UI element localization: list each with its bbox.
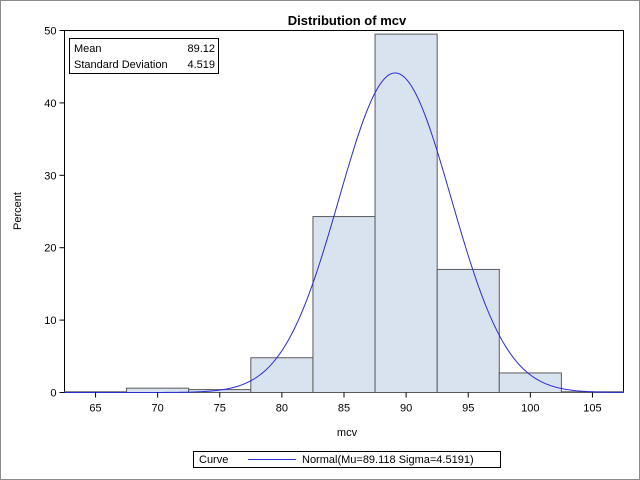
y-tick-label: 50 bbox=[44, 26, 56, 38]
stats-mean-value: 89.12 bbox=[187, 43, 215, 55]
y-tick-label: 30 bbox=[44, 170, 56, 182]
legend-entry-normal: Normal(Mu=89.118 Sigma=4.5191) bbox=[302, 454, 474, 466]
x-tick-label: 95 bbox=[462, 403, 474, 415]
histogram-bars bbox=[64, 33, 625, 394]
x-tick-label: 65 bbox=[89, 403, 101, 415]
y-tick-label: 0 bbox=[50, 388, 56, 400]
y-tick-label: 20 bbox=[44, 243, 56, 255]
chart-title: Distribution of mcv bbox=[288, 13, 407, 28]
y-tick-label: 40 bbox=[44, 98, 56, 110]
histogram-bar bbox=[374, 33, 438, 394]
x-tick-label: 75 bbox=[214, 403, 226, 415]
legend: Curve Normal(Mu=89.118 Sigma=4.5191) bbox=[193, 451, 501, 468]
stats-inset: Mean 89.12 Standard Deviation 4.519 bbox=[69, 38, 219, 74]
stats-stddev-label: Standard Deviation bbox=[74, 59, 168, 71]
normal-curve-group bbox=[64, 72, 624, 393]
histogram-bar bbox=[312, 216, 376, 393]
legend-box bbox=[193, 451, 501, 468]
x-tick-label: 100 bbox=[521, 403, 539, 415]
legend-heading: Curve bbox=[199, 454, 228, 466]
histogram-bar bbox=[498, 372, 562, 393]
x-tick-label: 90 bbox=[400, 403, 412, 415]
x-axis: 65 70 75 80 85 90 95 100 105 bbox=[89, 392, 602, 415]
x-tick-label: 70 bbox=[152, 403, 164, 415]
stats-mean-label: Mean bbox=[74, 43, 102, 55]
x-tick-label: 80 bbox=[276, 403, 288, 415]
normal-curve bbox=[64, 72, 624, 393]
y-axis-label: Percent bbox=[12, 192, 24, 230]
y-tick-label: 10 bbox=[44, 315, 56, 327]
histogram-bar bbox=[436, 268, 500, 394]
x-tick-label: 105 bbox=[583, 403, 601, 415]
stats-inset-box bbox=[69, 38, 219, 74]
histogram-bar bbox=[250, 357, 314, 393]
y-axis: 0 10 20 30 40 50 bbox=[44, 26, 65, 400]
x-axis-label: mcv bbox=[337, 427, 358, 439]
x-tick-label: 85 bbox=[338, 403, 350, 415]
stats-stddev-value: 4.519 bbox=[187, 59, 215, 71]
